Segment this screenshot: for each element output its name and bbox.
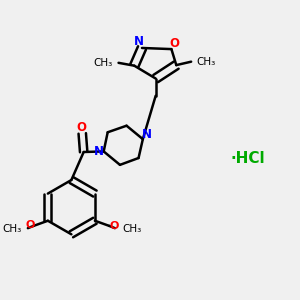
Text: CH₃: CH₃ <box>197 57 216 67</box>
Text: N: N <box>134 35 144 48</box>
Text: O: O <box>76 121 86 134</box>
Text: CH₃: CH₃ <box>2 224 22 234</box>
Text: O: O <box>25 220 34 230</box>
Text: ·HCl: ·HCl <box>230 151 265 166</box>
Text: N: N <box>142 128 152 141</box>
Text: O: O <box>170 37 180 50</box>
Text: CH₃: CH₃ <box>93 58 112 68</box>
Text: CH₃: CH₃ <box>122 224 141 234</box>
Text: N: N <box>94 145 103 158</box>
Text: O: O <box>109 221 119 231</box>
